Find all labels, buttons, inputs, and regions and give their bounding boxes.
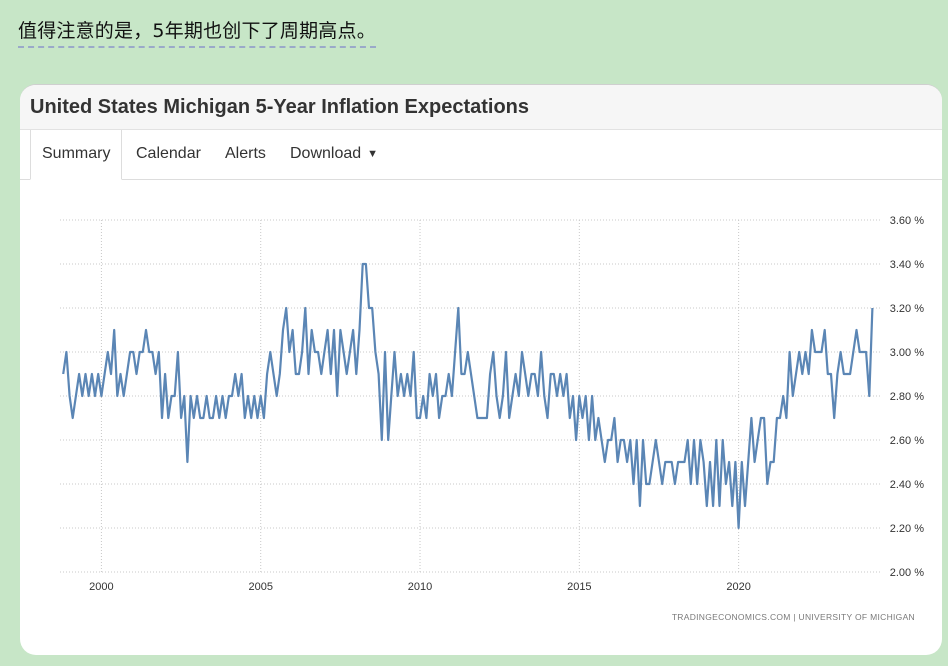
y-tick-label: 3.40 % <box>890 259 924 271</box>
series-line <box>62 262 874 530</box>
y-tick-label: 3.20 % <box>890 303 924 315</box>
x-tick-label: 2010 <box>408 581 432 593</box>
caret-down-icon: ▼ <box>367 148 379 160</box>
x-tick-label: 2005 <box>248 581 272 593</box>
y-tick-label: 3.00 % <box>890 347 924 359</box>
article-caption: 值得注意的是，5年期也创下了周期高点。 <box>18 16 376 48</box>
x-tick-label: 2015 <box>567 581 591 593</box>
source-credit: TRADINGECONOMICS.COM | UNIVERSITY OF MIC… <box>672 612 915 622</box>
chart-card: United States Michigan 5-Year Inflation … <box>20 84 942 655</box>
tab-download-label: Download <box>290 145 362 162</box>
tab-summary[interactable]: Summary <box>30 130 123 180</box>
x-tick-label: 2020 <box>726 581 750 593</box>
y-tick-label: 2.40 % <box>890 479 924 491</box>
tab-alerts[interactable]: Alerts <box>225 145 266 162</box>
y-tick-label: 2.60 % <box>890 435 924 447</box>
y-tick-label: 3.60 % <box>890 215 924 227</box>
chart-grid <box>60 219 882 573</box>
card-header: United States Michigan 5-Year Inflation … <box>20 85 942 130</box>
tab-calendar[interactable]: Calendar <box>136 145 201 162</box>
x-tick-label: 2000 <box>89 581 113 593</box>
y-tick-label: 2.80 % <box>890 391 924 403</box>
y-axis: 3.60 % 3.40 % 3.20 % 3.00 % 2.80 % 2.60 % 2.40… <box>890 215 924 579</box>
tab-download[interactable]: Download ▼ <box>279 130 389 179</box>
y-tick-label: 2.20 % <box>890 523 924 535</box>
chart-title: United States Michigan 5-Year Inflation … <box>30 95 529 118</box>
x-axis: 2000 2005 2010 2015 2020 <box>89 581 751 593</box>
tab-bar: Summary Calendar Alerts Download ▼ <box>20 130 942 180</box>
line-chart: 2000 2005 2010 2015 2020 3.60 %3.40 %3.20 %3… <box>60 215 924 622</box>
y-tick-label: 2.00 % <box>890 567 924 579</box>
